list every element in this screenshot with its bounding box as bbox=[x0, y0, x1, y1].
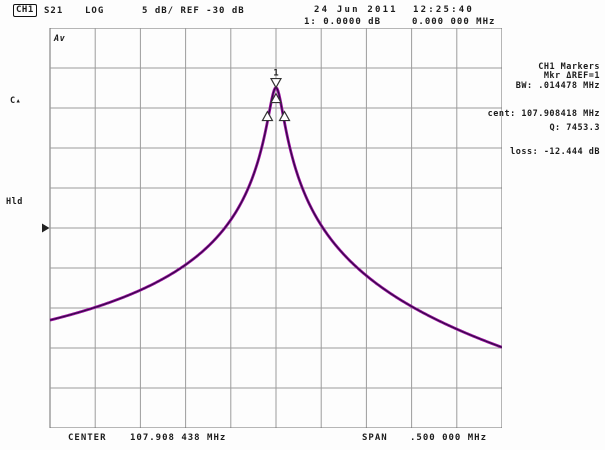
channel-badge: CH1 bbox=[13, 4, 37, 17]
center-frequency-label: CENTER bbox=[68, 433, 107, 443]
span-value: .500 000 MHz bbox=[410, 433, 488, 443]
marker1-peak-icon bbox=[269, 77, 283, 89]
span-label: SPAN bbox=[362, 433, 388, 443]
s21-resonance-plot: 1 bbox=[42, 28, 502, 428]
marker-readout-freq: 0.000 000 MHz bbox=[412, 17, 496, 27]
marker-max-icon bbox=[269, 92, 283, 104]
q-factor-readout: Q: 7453.3 bbox=[549, 123, 600, 133]
center-frequency-value: 107.908 438 MHz bbox=[130, 433, 227, 443]
scale-ref-label: 5 dB/ REF -30 dB bbox=[142, 6, 245, 16]
averaging-indicator: Av bbox=[54, 34, 66, 44]
datetime-label: 24 Jun 2011 12:25:40 bbox=[314, 5, 474, 15]
ref-level-pointer-icon bbox=[42, 223, 50, 233]
loss-readout: loss: -12.444 dB bbox=[510, 147, 600, 157]
calibration-indicator: C▴ bbox=[10, 96, 22, 106]
format-label: LOG bbox=[85, 6, 105, 16]
marker-panel-title: CH1 Markers bbox=[538, 62, 600, 72]
hold-indicator: Hld bbox=[6, 197, 23, 207]
marker1-label: 1 bbox=[273, 69, 278, 79]
center-freq-readout: cent: 107.908418 MHz bbox=[487, 109, 600, 119]
bw-cutoff-left-icon bbox=[261, 110, 274, 122]
bw-cutoff-right-icon bbox=[278, 110, 291, 122]
measurement-label: S21 bbox=[44, 6, 64, 16]
bandwidth-readout: BW: .014478 MHz bbox=[515, 81, 600, 91]
marker-panel-mode: Mkr ΔREF=1 bbox=[543, 71, 600, 81]
marker-readout-db: 1: 0.0000 dB bbox=[304, 17, 382, 27]
